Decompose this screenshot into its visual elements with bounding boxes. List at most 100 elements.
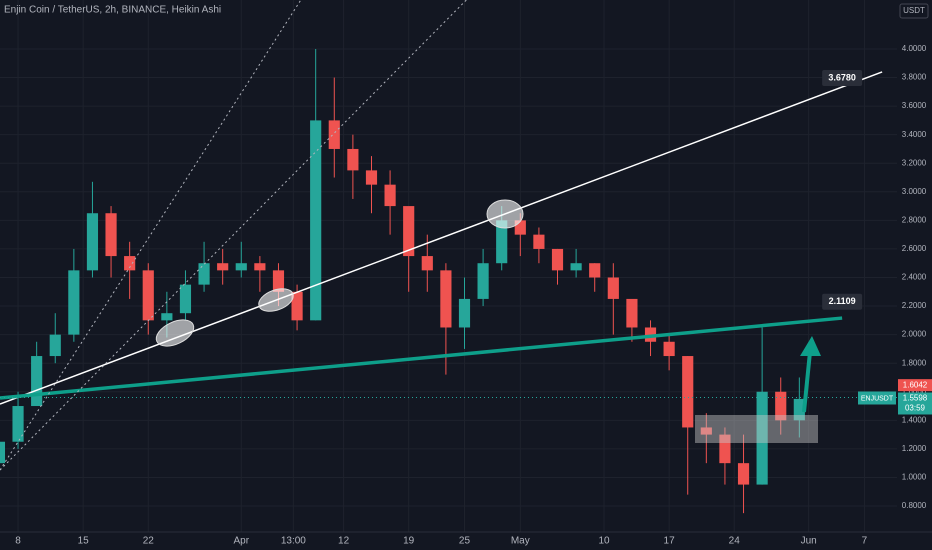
candle-body bbox=[719, 434, 731, 464]
x-tick-label: Jun bbox=[801, 536, 817, 547]
range-box bbox=[695, 415, 818, 443]
line-label-box bbox=[822, 69, 863, 86]
candle-body bbox=[105, 213, 117, 257]
x-tick-label: 7 bbox=[862, 536, 868, 547]
candle-body bbox=[589, 263, 601, 278]
candle-body bbox=[756, 391, 768, 485]
candle-body bbox=[291, 291, 303, 321]
candle-body bbox=[682, 356, 694, 428]
line-label: 2.1109 bbox=[829, 296, 856, 306]
candle-body bbox=[254, 263, 266, 271]
plot: 3.6780 2.1109 bbox=[0, 0, 897, 514]
candle-body bbox=[124, 256, 136, 271]
candle-body bbox=[403, 206, 415, 257]
candle-body bbox=[142, 270, 154, 321]
symbol-label: ENJUSDT bbox=[861, 395, 894, 402]
y-tick-label: 3.4000 bbox=[902, 130, 927, 139]
candle-body bbox=[347, 148, 359, 171]
y-tick-label: 2.0000 bbox=[902, 330, 927, 339]
y-tick-label: 4.0000 bbox=[902, 44, 927, 53]
y-tick-label: 1.4000 bbox=[902, 415, 927, 424]
symbol-box bbox=[858, 391, 896, 405]
candle-body bbox=[607, 277, 619, 299]
price-axis bbox=[897, 0, 932, 550]
candle-body bbox=[551, 248, 564, 271]
unit-label: USDT bbox=[903, 6, 925, 15]
candle-body bbox=[272, 270, 285, 292]
candle-body bbox=[514, 220, 526, 235]
y-tick-label: 3.6000 bbox=[902, 101, 927, 110]
candle-body bbox=[737, 463, 750, 485]
candle-body bbox=[86, 213, 99, 271]
x-tick-label: 12 bbox=[338, 536, 350, 547]
candle-body bbox=[626, 298, 638, 328]
y-tick-label: 1.6000 bbox=[902, 387, 927, 396]
y-tick-label: 1.8000 bbox=[902, 358, 927, 367]
x-tick-label: 24 bbox=[729, 536, 741, 547]
x-tick-label: 15 bbox=[78, 536, 90, 547]
x-tick-label: 10 bbox=[598, 536, 610, 547]
candle-body bbox=[49, 334, 61, 357]
candle-body bbox=[700, 427, 712, 435]
x-tick-label: 19 bbox=[403, 536, 415, 547]
candle-body bbox=[328, 120, 340, 149]
candle-body bbox=[161, 313, 173, 321]
candle-body bbox=[496, 220, 508, 264]
candle-body bbox=[421, 256, 433, 271]
highlight-ellipse bbox=[258, 288, 294, 312]
line-label-box bbox=[822, 293, 863, 310]
x-tick-label: 13:00 bbox=[281, 536, 306, 547]
y-tick-label: 1.2000 bbox=[902, 444, 927, 453]
y-tick-label: 2.8000 bbox=[902, 215, 927, 224]
y-tick-label: 2.6000 bbox=[902, 244, 927, 253]
candle-body bbox=[198, 263, 210, 285]
countdown: 03:59 bbox=[905, 404, 926, 413]
x-tick-label: 22 bbox=[143, 536, 155, 547]
candle-body bbox=[477, 263, 489, 299]
y-tick-label: 3.8000 bbox=[902, 73, 927, 82]
candle-body bbox=[365, 170, 378, 185]
last-price-box bbox=[898, 392, 932, 415]
line-label: 3.6780 bbox=[828, 72, 856, 82]
candle-body bbox=[68, 270, 80, 335]
annotations bbox=[155, 199, 821, 443]
candle-body bbox=[533, 234, 545, 249]
candle-body bbox=[570, 263, 582, 271]
candle-body bbox=[793, 398, 805, 421]
candle-body bbox=[217, 263, 229, 271]
candle-body bbox=[775, 391, 787, 421]
candle-body bbox=[12, 406, 24, 442]
y-tick-label: 1.0000 bbox=[902, 473, 927, 482]
candle-body bbox=[663, 341, 675, 357]
candle-body bbox=[179, 284, 192, 314]
highlight-ellipse bbox=[155, 319, 195, 347]
high-price-label: 1.6042 bbox=[903, 380, 928, 389]
axes: 0.8000 1.0000 1.2000 1.4000 1.6000 1.8000 2.00… bbox=[15, 44, 932, 547]
chart-title: Enjin Coin / TetherUS, 2h, BINANCE, Heik… bbox=[4, 5, 221, 16]
y-tick-label: 2.4000 bbox=[902, 273, 927, 282]
y-tick-label: 3.0000 bbox=[902, 187, 927, 196]
x-tick-label: Apr bbox=[233, 536, 249, 547]
trend-line bbox=[0, 71, 883, 405]
candle-body bbox=[0, 441, 6, 464]
candle-body bbox=[235, 263, 247, 271]
trend-line bbox=[0, 316, 843, 400]
arrow-shaft bbox=[802, 351, 812, 413]
candle-body bbox=[384, 184, 396, 207]
candle-body bbox=[458, 298, 471, 328]
candle-body bbox=[31, 356, 43, 407]
y-tick-label: 3.2000 bbox=[902, 158, 927, 167]
grid bbox=[0, 0, 897, 532]
y-tick-label: 0.8000 bbox=[902, 501, 927, 510]
candle-body bbox=[310, 120, 322, 321]
arrow-head bbox=[800, 336, 821, 356]
trend-line bbox=[0, 0, 302, 471]
unit-box bbox=[899, 3, 929, 19]
x-tick-label: 25 bbox=[459, 536, 471, 547]
last-price-label: 1.5598 bbox=[903, 394, 928, 403]
candle-body bbox=[440, 270, 452, 328]
highlight-ellipse bbox=[486, 199, 524, 229]
